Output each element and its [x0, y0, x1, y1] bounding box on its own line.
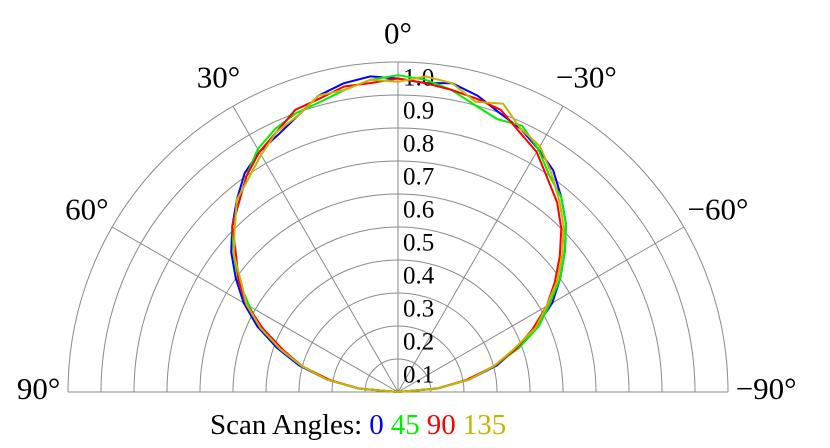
r-tick-label: 0.6: [403, 197, 434, 224]
theta-tick-label: 90°: [17, 371, 60, 406]
legend-entry: 90: [427, 409, 456, 441]
legend-entry: 0: [369, 409, 384, 441]
grid-spoke: [397, 105, 564, 393]
r-tick-label: 0.4: [403, 263, 435, 290]
r-tick-label: 0.7: [403, 164, 434, 191]
r-tick-label: 0.2: [403, 329, 434, 356]
series-line: [231, 77, 563, 393]
r-tick-label: 0.5: [403, 230, 434, 257]
grid-spoke: [111, 226, 399, 393]
legend-entry: 135: [463, 409, 507, 441]
theta-tick-label: −90°: [736, 371, 797, 406]
legend: Scan Angles: 0 45 90 135: [210, 409, 506, 441]
grid-spoke: [397, 226, 685, 393]
theta-tick-label: 60°: [65, 191, 108, 226]
theta-tick-label: 0°: [384, 15, 412, 50]
legend-entry: 45: [391, 409, 420, 441]
r-tick-label: 0.3: [403, 296, 434, 323]
r-tick-label: 0.9: [403, 98, 434, 125]
series-line: [232, 75, 565, 393]
theta-tick-label: −60°: [688, 191, 749, 226]
grid-spoke: [232, 105, 399, 393]
theta-tick-label: −30°: [556, 60, 617, 95]
legend-title: Scan Angles:: [210, 409, 362, 441]
series-line: [231, 74, 567, 393]
theta-tick-label: 30°: [197, 60, 240, 95]
r-tick-label: 0.1: [403, 362, 434, 389]
r-tick-label: 0.8: [403, 131, 434, 158]
